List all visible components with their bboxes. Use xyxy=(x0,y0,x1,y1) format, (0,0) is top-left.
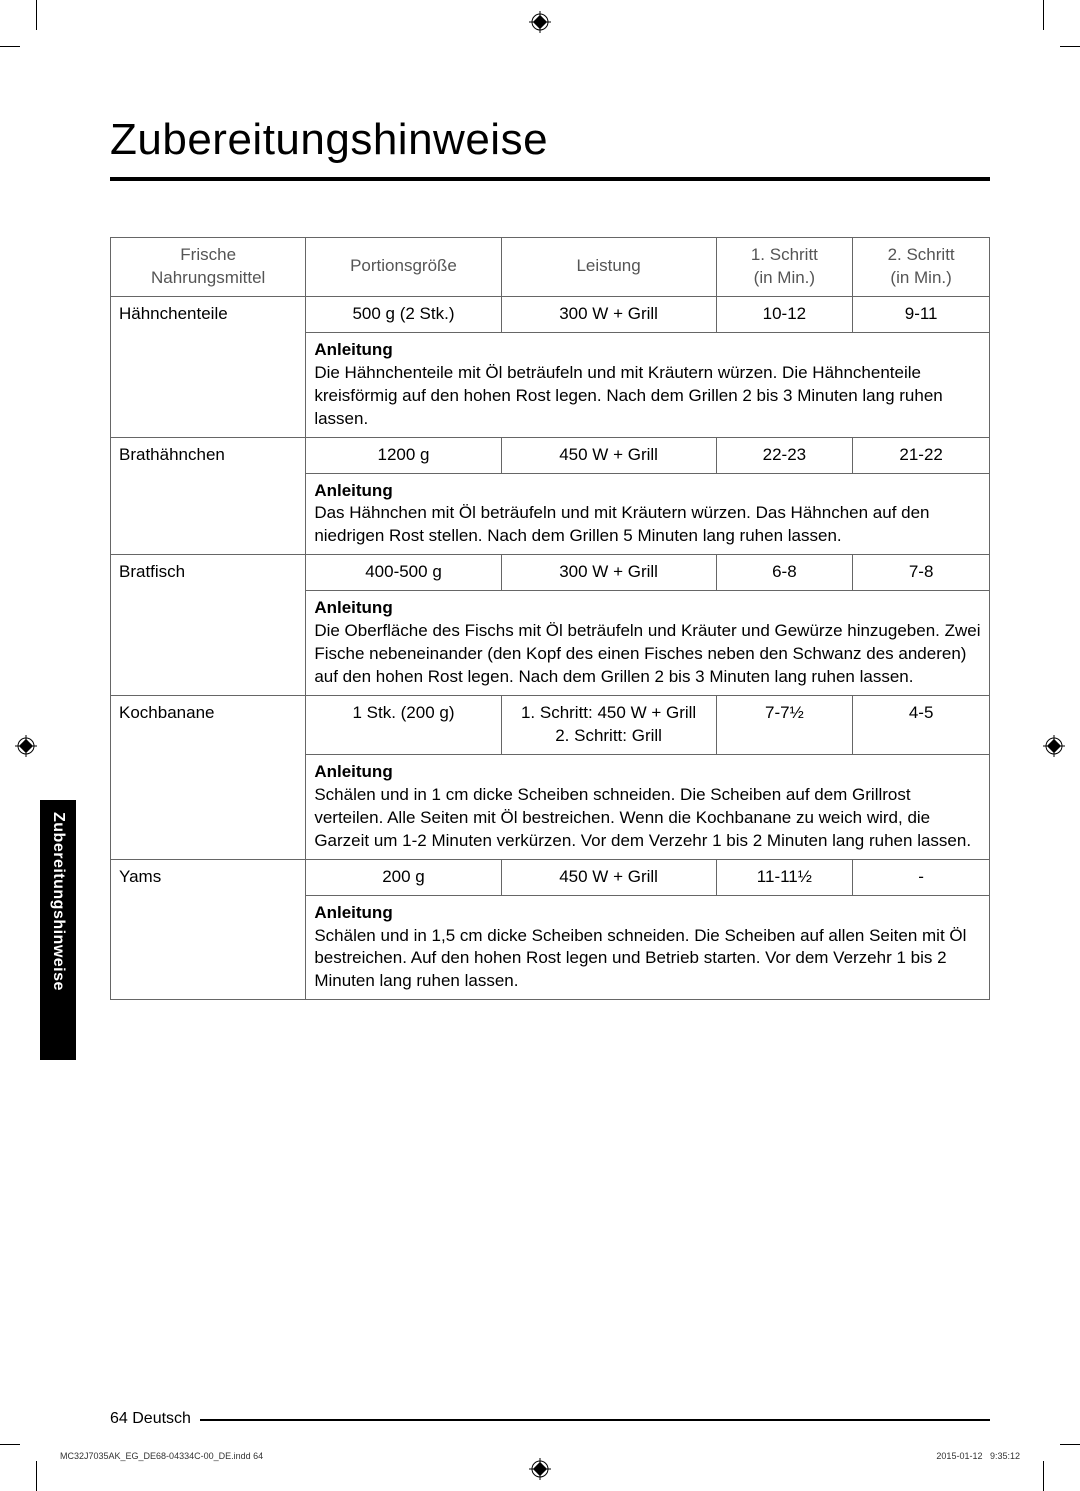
footer-language: Deutsch xyxy=(132,1410,191,1427)
cell-food: Bratfisch xyxy=(111,555,306,696)
print-footer-left: MC32J7035AK_EG_DE68-04334C-00_DE.indd 64 xyxy=(60,1451,263,1461)
side-tab-label: Zubereitungshinweise xyxy=(49,812,67,991)
crop-mark xyxy=(0,46,20,47)
crop-mark xyxy=(1043,1461,1044,1491)
anleitung-text: Schälen und in 1,5 cm dicke Scheiben sch… xyxy=(314,925,981,994)
table-header-row: FrischeNahrungsmittel Portionsgröße Leis… xyxy=(111,238,990,297)
cell-anleitung: AnleitungDie Oberfläche des Fischs mit Ö… xyxy=(306,591,990,696)
footer: 64 Deutsch xyxy=(110,1410,990,1421)
cell-food: Brathähnchen xyxy=(111,437,306,555)
crop-mark xyxy=(1043,0,1044,30)
table-row: Kochbanane1 Stk. (200 g)1. Schritt: 450 … xyxy=(111,696,990,755)
registration-mark-right xyxy=(1042,734,1066,758)
page-number: 64 xyxy=(110,1410,128,1427)
cell-step1: 10-12 xyxy=(716,296,853,332)
print-footer-right: 2015-01-12 9:35:12 xyxy=(936,1451,1020,1461)
cell-portion: 1 Stk. (200 g) xyxy=(306,696,501,755)
cell-power: 300 W + Grill xyxy=(501,555,716,591)
cell-portion: 500 g (2 Stk.) xyxy=(306,296,501,332)
footer-text: 64 Deutsch xyxy=(110,1410,199,1428)
cell-step2: 7-8 xyxy=(853,555,990,591)
cell-food: Hähnchenteile xyxy=(111,296,306,437)
cell-anleitung: AnleitungSchälen und in 1 cm dicke Schei… xyxy=(306,754,990,859)
cooking-table: FrischeNahrungsmittel Portionsgröße Leis… xyxy=(110,237,990,1000)
cell-anleitung: AnleitungSchälen und in 1,5 cm dicke Sch… xyxy=(306,895,990,1000)
crop-mark xyxy=(0,1444,20,1445)
cell-power: 450 W + Grill xyxy=(501,437,716,473)
cell-anleitung: AnleitungDas Hähnchen mit Öl beträufeln … xyxy=(306,473,990,555)
side-tab: Zubereitungshinweise xyxy=(40,800,76,1060)
cell-power: 1. Schritt: 450 W + Grill2. Schritt: Gri… xyxy=(501,696,716,755)
header-step1: 1. Schritt(in Min.) xyxy=(716,238,853,297)
cell-food: Kochbanane xyxy=(111,696,306,860)
cell-power: 300 W + Grill xyxy=(501,296,716,332)
anleitung-text: Schälen und in 1 cm dicke Scheiben schne… xyxy=(314,784,981,853)
crop-mark xyxy=(36,0,37,30)
header-power: Leistung xyxy=(501,238,716,297)
cell-step2: 4-5 xyxy=(853,696,990,755)
anleitung-label: Anleitung xyxy=(314,339,981,362)
cell-portion: 1200 g xyxy=(306,437,501,473)
title-underline xyxy=(110,177,990,181)
table-row: Yams200 g450 W + Grill11-11½- xyxy=(111,859,990,895)
cell-step1: 6-8 xyxy=(716,555,853,591)
cell-portion: 200 g xyxy=(306,859,501,895)
anleitung-text: Die Oberfläche des Fischs mit Öl beträuf… xyxy=(314,620,981,689)
anleitung-label: Anleitung xyxy=(314,480,981,503)
crop-mark xyxy=(1060,1444,1080,1445)
print-footer: MC32J7035AK_EG_DE68-04334C-00_DE.indd 64… xyxy=(60,1451,1020,1461)
cell-step2: - xyxy=(853,859,990,895)
anleitung-label: Anleitung xyxy=(314,597,981,620)
table-row: Brathähnchen1200 g450 W + Grill22-2321-2… xyxy=(111,437,990,473)
cell-step1: 22-23 xyxy=(716,437,853,473)
crop-mark xyxy=(1060,46,1080,47)
header-step2: 2. Schritt(in Min.) xyxy=(853,238,990,297)
registration-mark-top xyxy=(528,10,552,34)
cell-power: 450 W + Grill xyxy=(501,859,716,895)
page-content: Zubereitungshinweise FrischeNahrungsmitt… xyxy=(90,65,990,1000)
header-portion: Portionsgröße xyxy=(306,238,501,297)
anleitung-label: Anleitung xyxy=(314,902,981,925)
crop-mark xyxy=(36,1461,37,1491)
anleitung-label: Anleitung xyxy=(314,761,981,784)
page-title: Zubereitungshinweise xyxy=(110,115,990,165)
cell-step2: 9-11 xyxy=(853,296,990,332)
header-food: FrischeNahrungsmittel xyxy=(111,238,306,297)
table-row: Bratfisch400-500 g300 W + Grill6-87-8 xyxy=(111,555,990,591)
cell-step2: 21-22 xyxy=(853,437,990,473)
anleitung-text: Das Hähnchen mit Öl beträufeln und mit K… xyxy=(314,502,981,548)
table-row: Hähnchenteile500 g (2 Stk.)300 W + Grill… xyxy=(111,296,990,332)
cell-step1: 11-11½ xyxy=(716,859,853,895)
cell-anleitung: AnleitungDie Hähnchenteile mit Öl beträu… xyxy=(306,332,990,437)
cell-portion: 400-500 g xyxy=(306,555,501,591)
anleitung-text: Die Hähnchenteile mit Öl beträufeln und … xyxy=(314,362,981,431)
registration-mark-left xyxy=(14,734,38,758)
cell-food: Yams xyxy=(111,859,306,1000)
footer-line xyxy=(200,1419,990,1421)
cell-step1: 7-7½ xyxy=(716,696,853,755)
